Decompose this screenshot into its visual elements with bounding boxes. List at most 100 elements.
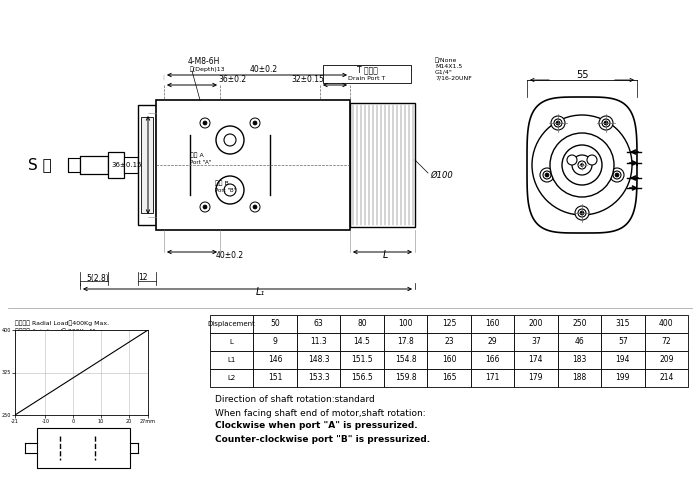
Text: 40±0.2: 40±0.2	[216, 250, 244, 260]
Text: 151.5: 151.5	[351, 356, 373, 364]
Text: 29: 29	[488, 338, 497, 346]
Circle shape	[599, 116, 613, 130]
Text: 165: 165	[442, 374, 456, 382]
Text: 183: 183	[572, 356, 587, 364]
Text: 153.3: 153.3	[308, 374, 330, 382]
Text: 166: 166	[485, 356, 500, 364]
Bar	[384, 369, 427, 387]
Bar	[601, 315, 645, 333]
Bar	[323, 65, 411, 83]
Bar	[253, 369, 297, 387]
Text: 36±0.15: 36±0.15	[111, 162, 142, 168]
Bar	[470, 369, 514, 387]
Circle shape	[224, 134, 236, 146]
Circle shape	[253, 205, 257, 209]
Bar	[384, 333, 427, 351]
Bar	[340, 351, 384, 369]
Text: 159.8: 159.8	[395, 374, 416, 382]
Bar	[514, 369, 558, 387]
Bar	[427, 369, 470, 387]
Bar	[470, 333, 514, 351]
Bar	[340, 315, 384, 333]
Circle shape	[587, 155, 597, 165]
Text: 179: 179	[528, 374, 543, 382]
Bar	[297, 351, 340, 369]
Text: 无/None
M14X1.5
G1/4"
7/16-20UNF: 无/None M14X1.5 G1/4" 7/16-20UNF	[435, 58, 472, 80]
Text: Direction of shaft rotation:standard: Direction of shaft rotation:standard	[215, 396, 374, 404]
Circle shape	[200, 118, 210, 128]
Text: 径向负荷 Radial Load：400Kg Max.: 径向负荷 Radial Load：400Kg Max.	[15, 320, 109, 326]
Text: 171: 171	[485, 374, 500, 382]
Bar	[210, 333, 253, 351]
Bar	[124, 157, 138, 173]
Text: 17.8: 17.8	[397, 338, 414, 346]
Bar	[68, 158, 80, 172]
Bar	[340, 333, 384, 351]
Circle shape	[580, 211, 584, 215]
Text: 160: 160	[485, 320, 500, 328]
Text: 160: 160	[442, 356, 456, 364]
Bar	[601, 333, 645, 351]
Circle shape	[567, 155, 577, 165]
Bar	[470, 351, 514, 369]
Text: Drain Port T: Drain Port T	[349, 76, 386, 80]
Circle shape	[216, 176, 244, 204]
Bar	[470, 315, 514, 333]
Circle shape	[200, 202, 210, 212]
Circle shape	[613, 171, 621, 179]
Text: Port "A": Port "A"	[190, 160, 211, 166]
Bar	[384, 351, 427, 369]
Bar	[141, 117, 153, 213]
Text: 214: 214	[659, 374, 673, 382]
Circle shape	[216, 126, 244, 154]
Bar	[340, 369, 384, 387]
Text: L: L	[230, 339, 234, 345]
Bar	[645, 333, 688, 351]
Text: L2: L2	[228, 375, 236, 381]
Circle shape	[615, 173, 619, 177]
Text: 37: 37	[531, 338, 541, 346]
Text: 5(2.8): 5(2.8)	[87, 274, 109, 282]
Bar	[427, 351, 470, 369]
Text: Port "B": Port "B"	[215, 188, 236, 194]
Text: 11.3: 11.3	[310, 338, 327, 346]
Text: Displacement: Displacement	[208, 321, 255, 327]
Bar	[601, 369, 645, 387]
Bar	[156, 100, 350, 230]
Bar	[297, 315, 340, 333]
Bar	[210, 369, 253, 387]
Text: 194: 194	[615, 356, 630, 364]
Bar	[514, 351, 558, 369]
Text: 315: 315	[615, 320, 630, 328]
Text: L1: L1	[228, 357, 236, 363]
Bar	[645, 351, 688, 369]
Bar	[253, 351, 297, 369]
Text: 188: 188	[572, 374, 587, 382]
Circle shape	[203, 205, 207, 209]
Text: 148.3: 148.3	[308, 356, 330, 364]
Bar	[80, 156, 108, 174]
Text: 12: 12	[139, 274, 148, 282]
Text: 156.5: 156.5	[351, 374, 373, 382]
Text: 油口 B: 油口 B	[215, 180, 229, 186]
Text: 40±0.2: 40±0.2	[250, 66, 278, 74]
Text: L₁: L₁	[256, 287, 265, 297]
Text: 80: 80	[357, 320, 367, 328]
Bar	[210, 315, 253, 333]
Bar	[253, 333, 297, 351]
Circle shape	[551, 116, 565, 130]
Circle shape	[554, 119, 562, 127]
Circle shape	[224, 184, 236, 196]
Text: 200: 200	[528, 320, 543, 328]
Circle shape	[578, 161, 586, 169]
Circle shape	[540, 168, 554, 182]
Bar	[108, 152, 124, 178]
Text: Clockwise when port "A" is pressurized.: Clockwise when port "A" is pressurized.	[215, 422, 418, 430]
Text: 32±0.15: 32±0.15	[292, 76, 324, 84]
Bar	[645, 315, 688, 333]
Bar	[558, 351, 601, 369]
Text: 154.8: 154.8	[395, 356, 416, 364]
Text: 209: 209	[659, 356, 673, 364]
Circle shape	[556, 121, 560, 125]
Circle shape	[250, 202, 260, 212]
